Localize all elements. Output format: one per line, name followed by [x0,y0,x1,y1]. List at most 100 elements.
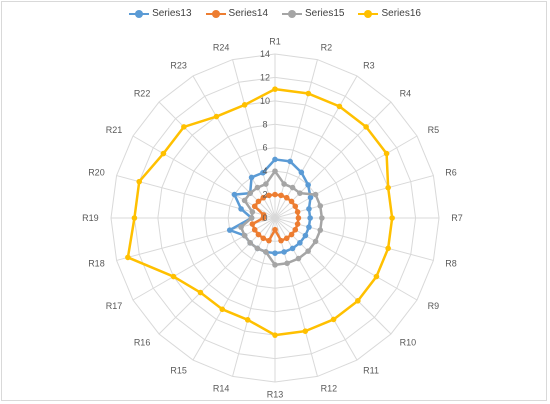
data-point-series16-16 [198,290,204,296]
data-point-series15-10 [305,248,311,254]
axis-tick-label-14: 14 [260,49,270,59]
data-point-series16-17 [171,274,177,280]
data-point-series13-9 [303,233,309,239]
category-label-3: R3 [363,60,375,70]
category-label-6: R6 [445,167,457,177]
data-point-series15-16 [247,240,253,246]
axis-tick-label-4: 4 [262,166,267,176]
data-point-series16-12 [303,328,309,334]
category-label-20: R20 [88,167,105,177]
category-label-7: R7 [451,213,463,223]
data-point-series13-6 [306,206,312,212]
data-point-series14-3 [284,195,290,201]
data-point-series13-18 [227,227,233,233]
data-point-series14-2 [278,193,284,199]
category-label-9: R9 [428,301,440,311]
data-point-series15-15 [255,246,261,252]
data-point-series16-2 [306,91,312,97]
data-point-series15-5 [313,192,319,198]
data-point-series16-20 [136,179,142,185]
data-point-series15-14 [263,249,269,255]
category-label-5: R5 [428,125,440,135]
data-point-series15-13 [272,262,278,268]
data-point-series14-13 [272,227,278,233]
category-label-13: R13 [267,389,284,399]
data-point-series14-16 [256,232,262,238]
axis-tick-label-6: 6 [262,143,267,153]
data-point-series14-8 [295,221,301,227]
category-label-10: R10 [400,338,417,348]
data-point-series15-23 [255,185,261,191]
data-point-series14-18 [250,221,256,227]
data-point-series16-23 [214,114,220,120]
data-point-series14-22 [256,199,262,205]
data-point-series15-3 [290,185,296,191]
data-point-series13-10 [297,240,303,246]
data-point-series16-24 [242,102,248,108]
category-label-8: R8 [445,259,457,269]
data-point-series16-7 [389,215,395,221]
data-point-series16-8 [385,246,391,252]
category-label-1: R1 [269,37,281,47]
data-point-series14-4 [289,199,295,205]
data-point-series15-2 [281,181,287,187]
data-point-series13-20 [238,206,244,212]
category-label-24: R24 [213,43,230,53]
category-label-4: R4 [400,88,412,98]
category-label-14: R14 [213,383,230,393]
data-point-series13-2 [287,159,293,165]
data-point-series15-22 [247,190,253,196]
data-point-series16-10 [355,298,361,304]
category-label-16: R16 [134,338,151,348]
data-point-series13-1 [272,157,278,163]
category-label-12: R12 [321,383,338,393]
data-point-series14-9 [292,227,298,233]
data-point-series14-10 [289,232,295,238]
axis-tick-label-10: 10 [260,96,270,106]
data-point-series15-20 [250,209,256,215]
data-point-series15-7 [319,215,325,221]
data-point-series15-11 [296,256,302,262]
category-label-11: R11 [363,366,379,376]
data-point-series16-22 [181,124,187,130]
category-label-22: R22 [134,88,151,98]
data-point-series14-21 [252,203,258,209]
data-point-series14-11 [284,235,290,241]
data-point-series13-3 [299,170,305,176]
data-point-series14-1 [272,192,278,198]
data-point-series13-11 [290,246,296,252]
data-point-series16-18 [125,255,131,261]
data-point-series16-3 [337,104,343,110]
data-point-series15-18 [238,224,244,230]
data-point-series14-6 [295,209,301,215]
data-point-series13-8 [306,224,312,230]
data-point-series15-12 [284,260,290,266]
data-point-series16-6 [385,185,391,191]
data-point-series13-21 [232,192,238,198]
data-point-series14-14 [266,238,272,244]
category-label-18: R18 [88,259,105,269]
data-point-series15-17 [242,233,248,239]
data-point-series14-7 [296,215,302,221]
data-point-series16-4 [363,124,369,130]
data-point-series13-13 [272,250,278,256]
data-point-series16-21 [161,151,167,157]
data-point-series15-19 [249,215,255,221]
data-point-series15-6 [317,203,323,209]
data-point-series14-15 [260,235,266,241]
data-point-series13-12 [281,249,287,255]
category-label-21: R21 [106,125,123,135]
data-point-series16-14 [245,317,251,323]
data-point-series16-13 [272,332,278,338]
data-point-series15-8 [317,227,323,233]
axis-tick-label-0: 0 [262,213,267,223]
data-point-series15-21 [242,198,248,204]
data-point-series16-15 [219,307,225,313]
category-label-19: R19 [82,213,99,223]
data-point-series16-1 [272,86,278,92]
data-point-series16-19 [132,215,138,221]
data-point-series13-23 [249,175,255,181]
category-label-2: R2 [321,43,333,53]
data-point-series14-5 [292,203,298,209]
